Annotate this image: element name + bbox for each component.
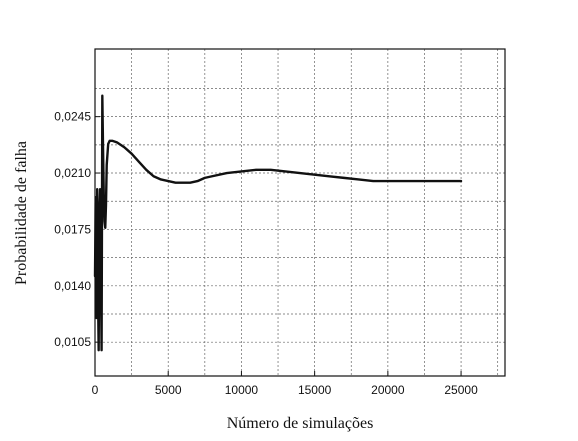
x-tick-label: 10000 [225,383,259,397]
series-layer [93,94,463,352]
x-axis-title: Número de simulações [227,415,374,432]
x-tick-label: 0 [92,383,99,397]
x-tick-label: 5000 [155,383,182,397]
plot-frame [94,48,506,377]
y-tick-label: 0,0140 [54,279,91,293]
x-tick-label: 20000 [371,383,405,397]
y-tick-label: 0,0245 [54,110,91,124]
y-tick-label: 0,0105 [54,335,91,349]
x-tick-label: 15000 [298,383,332,397]
y-axis-title: Probabilidade de falha [13,141,30,285]
y-tick-label: 0,0210 [54,166,91,180]
tick-label-layer: 0 5000 10000 15000 20000 25000 0,0105 0,0140 0,0… [54,110,478,397]
x-tick-label: 25000 [444,383,478,397]
series-line [93,94,463,352]
y-tick-label: 0,0175 [54,222,91,236]
